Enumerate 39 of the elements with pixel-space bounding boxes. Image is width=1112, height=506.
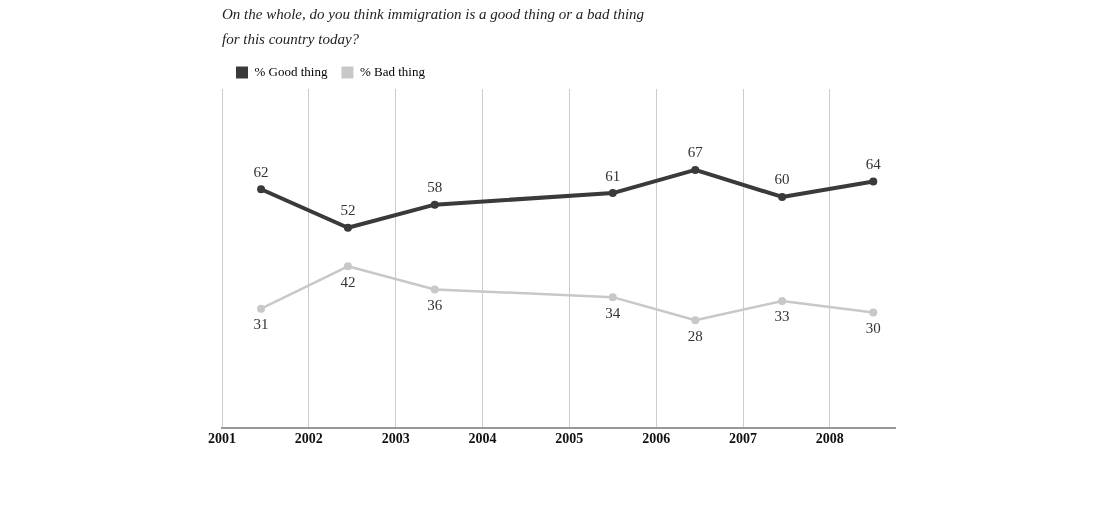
point xyxy=(869,308,878,317)
point xyxy=(608,293,617,302)
data-label: 30 xyxy=(865,320,881,336)
point xyxy=(343,223,352,232)
x-tick-label: 2001 xyxy=(208,431,236,447)
data-label: 33 xyxy=(774,308,790,325)
point xyxy=(778,297,787,305)
x-tick-label: 2005 xyxy=(555,431,584,447)
point xyxy=(257,304,266,313)
legend-label: % Good thing xyxy=(254,63,328,79)
point xyxy=(608,189,617,198)
x-tick-label: 2003 xyxy=(381,431,410,447)
data-label: 52 xyxy=(340,202,356,219)
x-tick-label: 2007 xyxy=(729,431,758,447)
point xyxy=(430,285,439,294)
data-label: 64 xyxy=(865,155,882,172)
x-tick-label: 2008 xyxy=(815,431,844,447)
x-tick-label: 2002 xyxy=(294,431,323,447)
point xyxy=(430,200,439,209)
point xyxy=(257,185,266,194)
point xyxy=(343,262,352,271)
data-label: 67 xyxy=(687,144,704,161)
data-label: 58 xyxy=(427,179,443,196)
data-label: 31 xyxy=(253,316,269,333)
legend-label: % Bad thing xyxy=(359,63,426,79)
x-tick-label: 2004 xyxy=(468,431,497,447)
data-label: 42 xyxy=(340,273,356,290)
data-label: 60 xyxy=(774,171,790,188)
data-label: 36 xyxy=(427,296,443,313)
x-tick-label: 2006 xyxy=(642,431,671,447)
point xyxy=(691,316,700,325)
data-label: 34 xyxy=(605,304,621,321)
point xyxy=(691,165,700,174)
chart-title: On the whole, do you think immigration is a good thing or a bad thing for this country today? xyxy=(222,5,646,49)
data-label: 28 xyxy=(687,327,703,344)
point xyxy=(869,177,878,186)
point xyxy=(778,192,787,201)
data-label: 62 xyxy=(253,163,269,180)
data-label: 61 xyxy=(605,167,621,184)
